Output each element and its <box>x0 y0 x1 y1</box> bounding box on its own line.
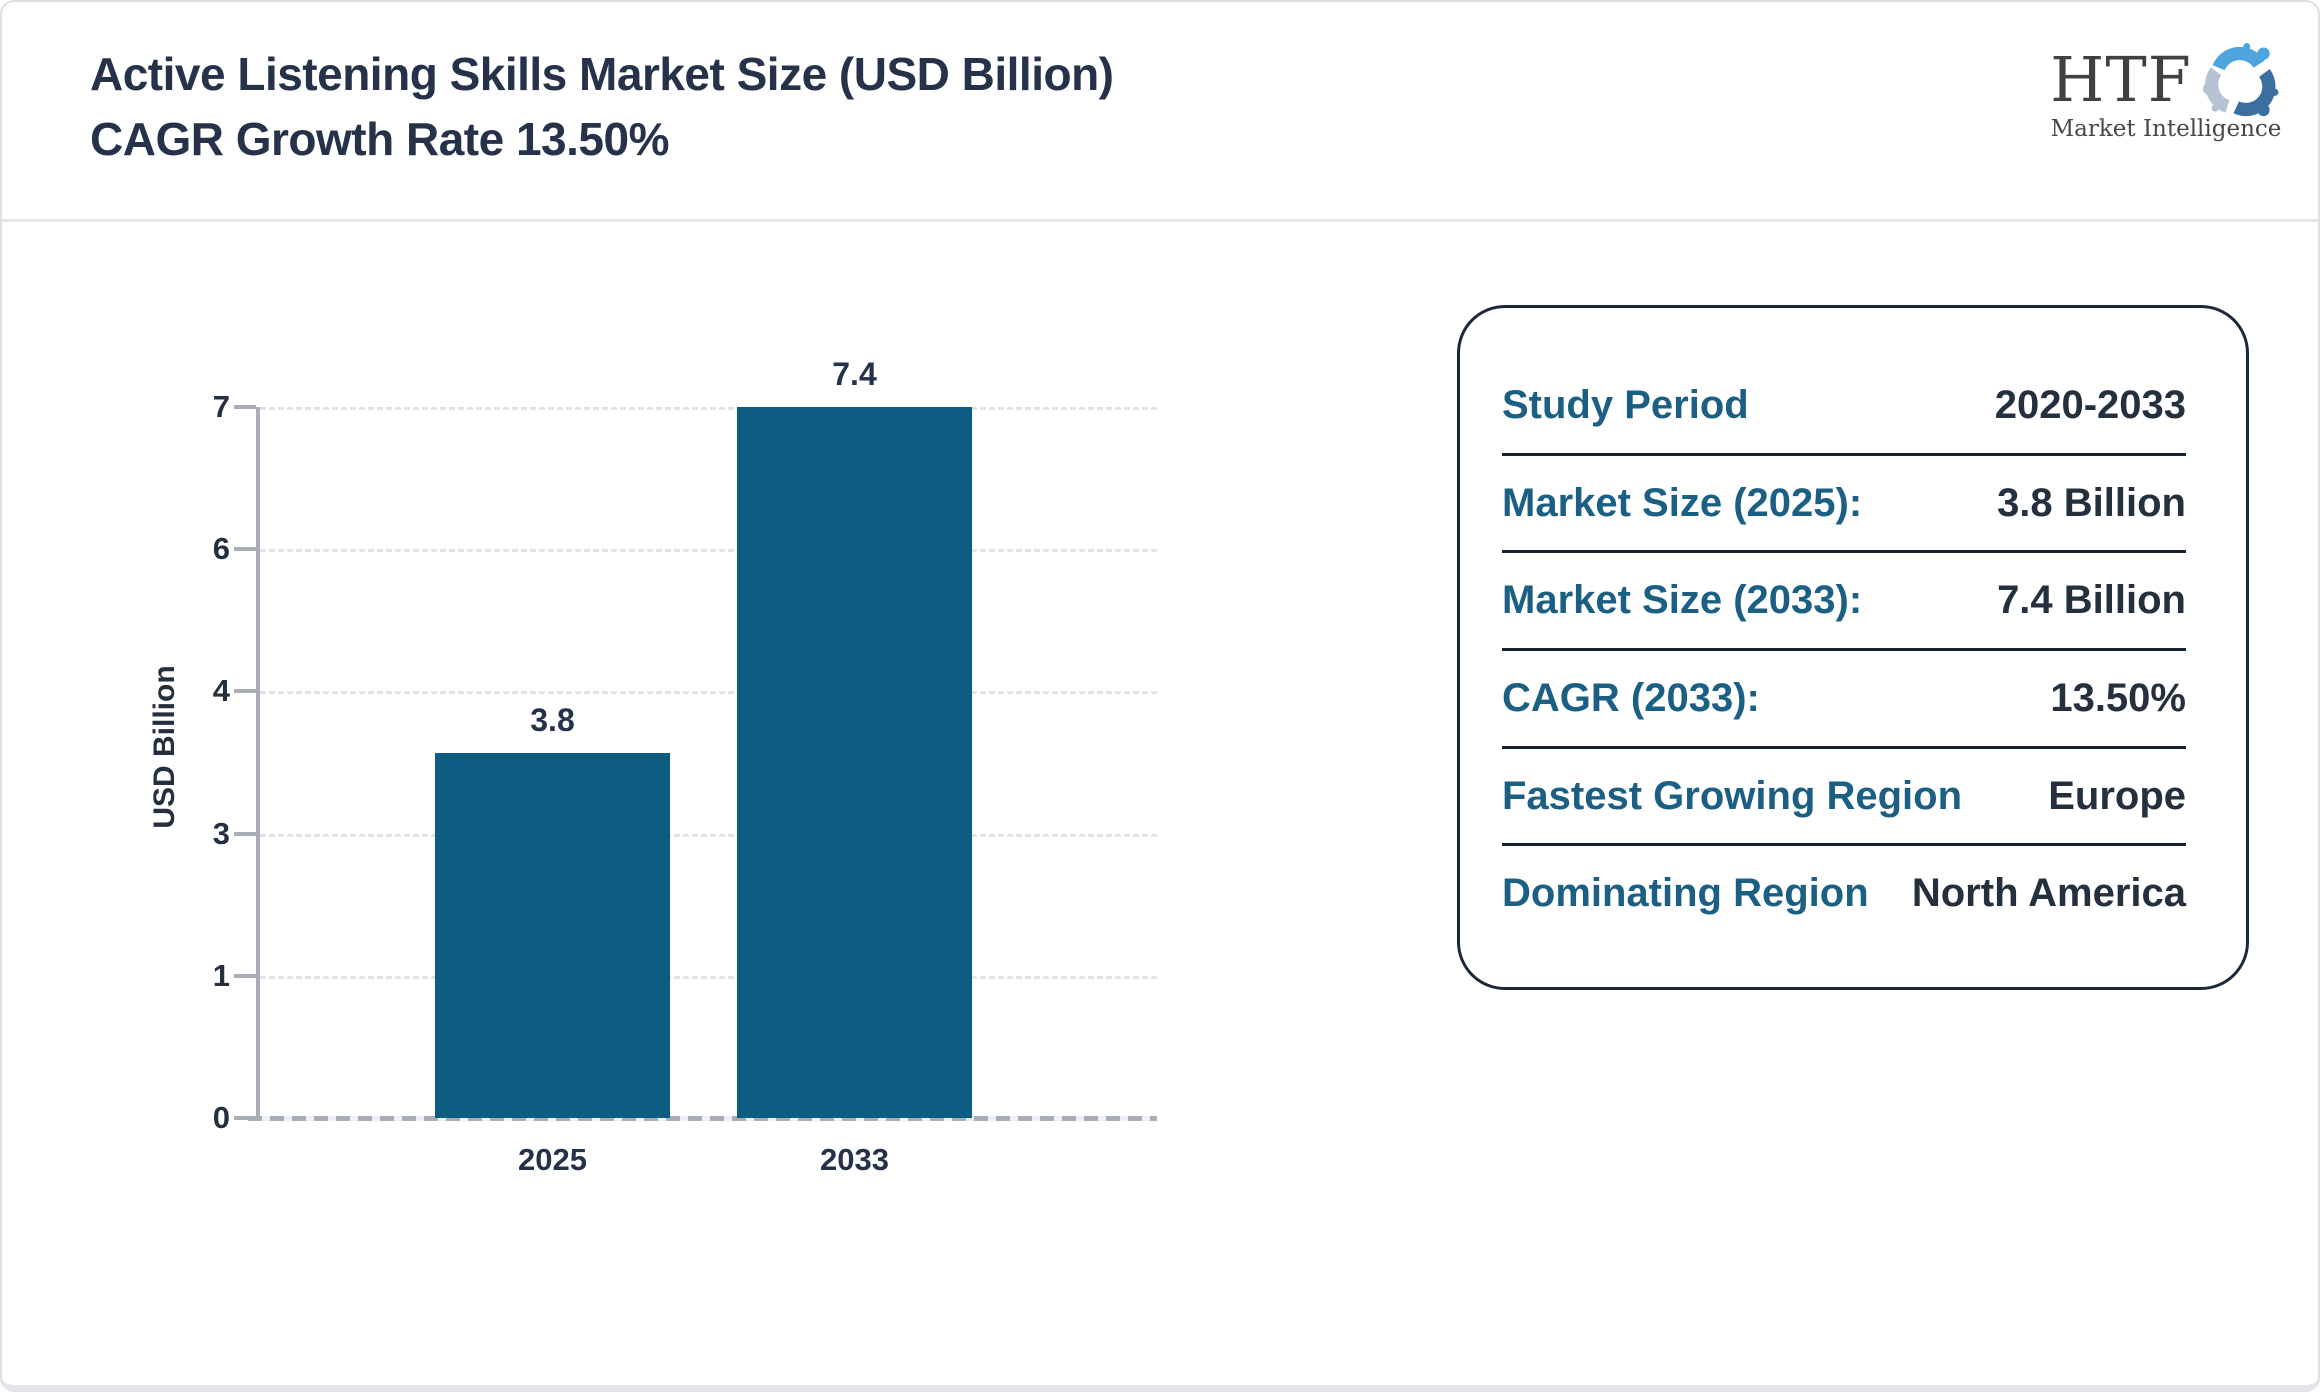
y-tick-mark <box>234 547 256 552</box>
bar-2033 <box>737 407 972 1118</box>
gridline-6 <box>260 549 1157 553</box>
summary-row-cagr: CAGR (2033): 13.50% <box>1502 651 2186 746</box>
summary-row-study-period: Study Period 2020-2033 <box>1502 358 2186 453</box>
page-title: Active Listening Skills Market Size (USD… <box>90 42 1114 172</box>
row-divider <box>1502 550 2186 554</box>
y-tick-label: 6 <box>212 531 230 567</box>
page-title-line1: Active Listening Skills Market Size (USD… <box>90 48 1114 100</box>
summary-value: 13.50% <box>2050 675 2186 720</box>
htf-logo-tagline: Market Intelligence <box>2050 116 2282 142</box>
summary-label: Market Size (2033): <box>1502 578 1863 623</box>
y-tick-mark <box>234 831 256 836</box>
y-tick-mark <box>234 1116 256 1120</box>
y-tick-label: 4 <box>212 673 230 709</box>
summary-value: North America <box>1911 871 2186 916</box>
market-summary-panel: Study Period 2020-2033 Market Size (2025… <box>1457 305 2249 990</box>
page-title-line2: CAGR Growth Rate 13.50% <box>90 113 669 165</box>
row-divider <box>1502 452 2186 456</box>
row-divider <box>1502 843 2186 847</box>
bar-value-label-2033: 7.4 <box>832 356 877 392</box>
summary-label: Fastest Growing Region <box>1502 773 1963 818</box>
row-divider <box>1502 745 2186 749</box>
x-axis-line <box>248 1116 1157 1121</box>
summary-label: Market Size (2025): <box>1502 480 1863 525</box>
summary-row-market-size-2033: Market Size (2033): 7.4 Billion <box>1502 553 2186 648</box>
y-tick-mark <box>234 689 256 694</box>
summary-label: Dominating Region <box>1502 871 1869 916</box>
bar-chart-plot-area: 7 6 4 3 1 0 3.8 7.4 2025 2033 <box>213 356 1157 1177</box>
htf-logo: HTF Market Intelligence <box>2050 36 2282 142</box>
summary-value: 2020-2033 <box>1994 382 2186 427</box>
summary-value: 3.8 Billion <box>1997 480 2186 525</box>
y-tick-label: 7 <box>212 389 230 424</box>
bar-2025 <box>435 753 670 1118</box>
y-tick-mark <box>234 405 256 409</box>
y-tick-label: 3 <box>212 815 230 851</box>
x-tick-label-2025: 2025 <box>518 1142 587 1177</box>
summary-row-market-size-2025: Market Size (2025): 3.8 Billion <box>1502 456 2186 551</box>
gridline-4 <box>260 691 1157 695</box>
summary-label: CAGR (2033): <box>1502 675 1760 720</box>
x-tick-label-2033: 2033 <box>820 1142 889 1177</box>
y-tick-label: 1 <box>212 957 230 993</box>
header-divider <box>2 219 2318 222</box>
bar-value-label-2025: 3.8 <box>530 702 575 738</box>
y-tick-label: 0 <box>212 1100 230 1135</box>
gridline-1 <box>260 975 1157 979</box>
htf-swirl-icon <box>2202 43 2279 117</box>
summary-label: Study Period <box>1502 382 1749 427</box>
y-axis-line <box>256 407 260 1118</box>
summary-value: 7.4 Billion <box>1997 578 2186 623</box>
y-tick-mark <box>234 973 256 978</box>
gridline-3 <box>260 833 1157 837</box>
summary-row-dominating-region: Dominating Region North America <box>1502 846 2186 941</box>
row-divider <box>1502 648 2186 652</box>
htf-logo-text: HTF <box>2050 43 2192 116</box>
summary-row-fastest-growing-region: Fastest Growing Region Europe <box>1502 749 2186 844</box>
summary-value: Europe <box>2048 773 2186 818</box>
gridline-7 <box>260 407 1157 410</box>
